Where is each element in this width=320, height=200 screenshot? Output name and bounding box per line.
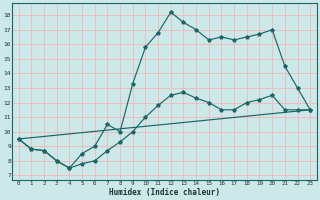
X-axis label: Humidex (Indice chaleur): Humidex (Indice chaleur) [109, 188, 220, 197]
